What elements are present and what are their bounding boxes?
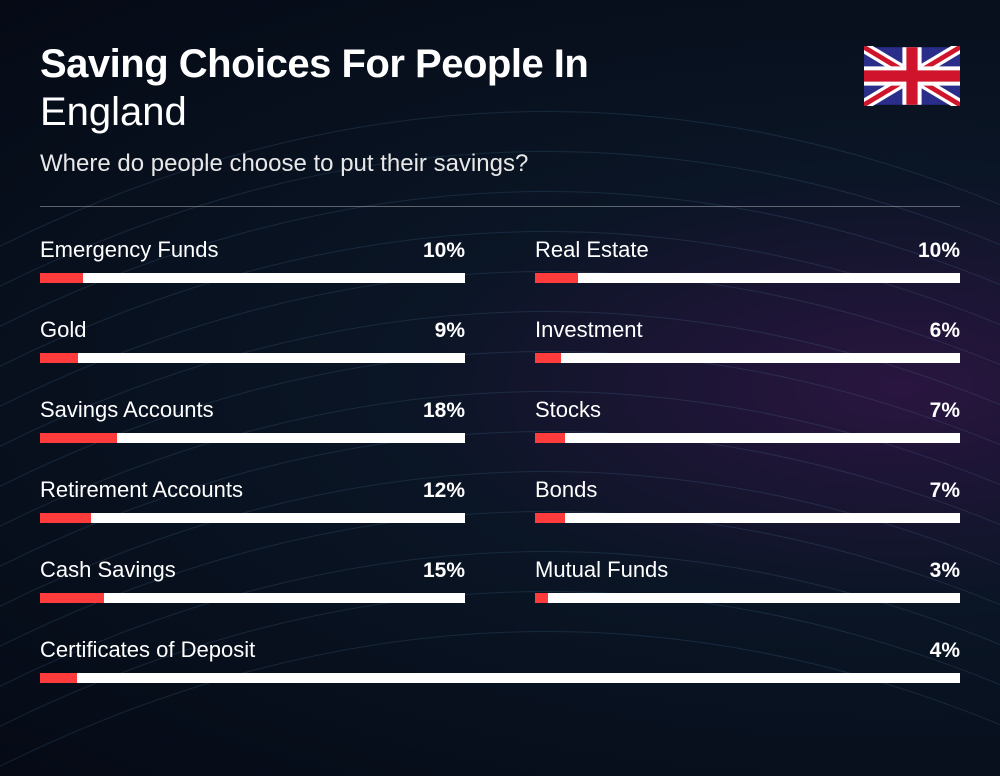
bar-item: Cash Savings 15% <box>40 557 465 603</box>
left-column: Emergency Funds 10% Gold 9% Savings Accounts… <box>40 237 465 637</box>
bar-track <box>535 593 960 603</box>
bar-fill <box>535 593 548 603</box>
bar-item: Stocks 7% <box>535 397 960 443</box>
bar-fill <box>535 273 578 283</box>
bar-label: Stocks <box>535 397 601 423</box>
bar-fill <box>40 673 77 683</box>
bar-track <box>535 273 960 283</box>
bar-item: Certificates of Deposit 4% <box>40 637 960 683</box>
bar-label: Real Estate <box>535 237 649 263</box>
title-line1: Saving Choices For People In <box>40 42 864 86</box>
bar-value: 7% <box>930 399 960 423</box>
bar-fill <box>40 353 78 363</box>
bar-track <box>40 353 465 363</box>
bar-track <box>40 273 465 283</box>
bar-label: Emergency Funds <box>40 237 219 263</box>
bar-value: 18% <box>423 399 465 423</box>
full-width-row: Certificates of Deposit 4% <box>40 637 960 683</box>
bar-value: 6% <box>930 319 960 343</box>
bar-label: Mutual Funds <box>535 557 668 583</box>
bar-item: Investment 6% <box>535 317 960 363</box>
bar-value: 4% <box>930 639 960 663</box>
bar-value: 15% <box>423 559 465 583</box>
bar-item: Bonds 7% <box>535 477 960 523</box>
header: Saving Choices For People In England Whe… <box>40 42 960 178</box>
bar-item: Real Estate 10% <box>535 237 960 283</box>
bar-label: Certificates of Deposit <box>40 637 255 663</box>
bar-item: Retirement Accounts 12% <box>40 477 465 523</box>
bar-label: Gold <box>40 317 86 343</box>
bar-fill <box>40 593 104 603</box>
bar-label: Savings Accounts <box>40 397 214 423</box>
bar-value: 10% <box>423 239 465 263</box>
bar-fill <box>535 513 565 523</box>
title-line2: England <box>40 88 864 136</box>
bar-item: Mutual Funds 3% <box>535 557 960 603</box>
bar-item: Emergency Funds 10% <box>40 237 465 283</box>
bar-track <box>40 513 465 523</box>
bar-track <box>40 673 960 683</box>
bar-track <box>535 353 960 363</box>
bar-value: 3% <box>930 559 960 583</box>
bar-track <box>535 433 960 443</box>
bar-fill <box>40 433 117 443</box>
bar-fill <box>40 513 91 523</box>
bar-fill <box>40 273 83 283</box>
bar-fill <box>535 353 561 363</box>
uk-flag-icon <box>864 46 960 106</box>
bar-label: Investment <box>535 317 643 343</box>
bar-value: 12% <box>423 479 465 503</box>
subtitle: Where do people choose to put their savi… <box>40 150 864 178</box>
right-column: Real Estate 10% Investment 6% Stocks 7% Bonds 7… <box>535 237 960 637</box>
bar-value: 9% <box>435 319 465 343</box>
bar-track <box>40 593 465 603</box>
bar-track <box>40 433 465 443</box>
bar-value: 7% <box>930 479 960 503</box>
bar-item: Savings Accounts 18% <box>40 397 465 443</box>
bar-label: Retirement Accounts <box>40 477 243 503</box>
bar-track <box>535 513 960 523</box>
bar-value: 10% <box>918 239 960 263</box>
bar-fill <box>535 433 565 443</box>
bar-item: Gold 9% <box>40 317 465 363</box>
header-divider <box>40 206 960 207</box>
bar-label: Cash Savings <box>40 557 176 583</box>
bar-label: Bonds <box>535 477 597 503</box>
